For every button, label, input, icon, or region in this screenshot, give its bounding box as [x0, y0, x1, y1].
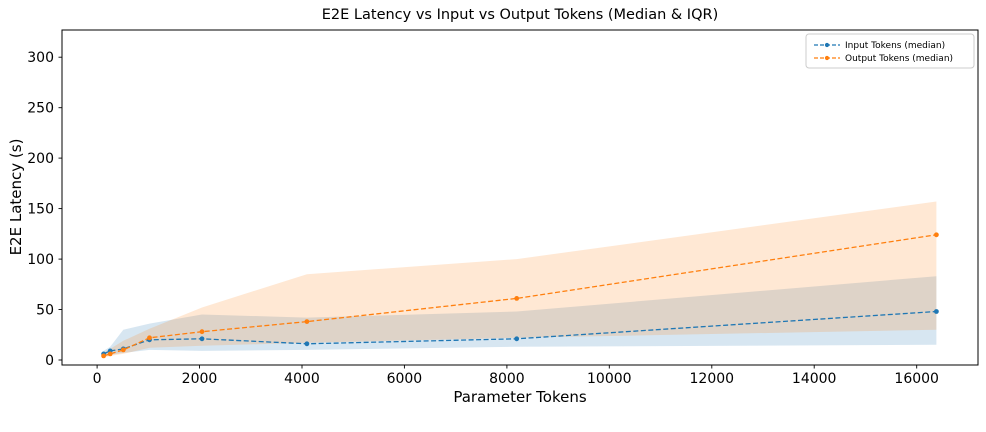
svg-text:8000: 8000 [489, 371, 525, 387]
svg-text:4000: 4000 [284, 371, 320, 387]
plot-frame [61, 29, 979, 366]
svg-text:0: 0 [93, 371, 102, 387]
svg-text:300: 300 [27, 50, 54, 66]
svg-text:14000: 14000 [792, 371, 837, 387]
chart-title: E2E Latency vs Input vs Output Tokens (M… [321, 7, 719, 23]
legend-box [805, 33, 975, 69]
x-axis-label: Parameter Tokens [453, 388, 587, 406]
svg-text:100: 100 [27, 252, 54, 268]
output-tokens-iqr-band [103, 201, 937, 358]
svg-text:150: 150 [27, 202, 54, 218]
svg-text:10000: 10000 [587, 371, 632, 387]
svg-text:50: 50 [36, 303, 54, 319]
output-tokens-markers [101, 232, 939, 359]
svg-text:16000: 16000 [894, 371, 939, 387]
input-tokens-iqr-band [103, 276, 937, 356]
svg-text:250: 250 [27, 101, 54, 117]
legend-label: Input Tokens (median) [845, 41, 945, 51]
legend-label: Output Tokens (median) [845, 54, 953, 64]
svg-text:0: 0 [45, 353, 54, 369]
svg-text:2000: 2000 [182, 371, 218, 387]
svg-text:12000: 12000 [690, 371, 735, 387]
x-axis-ticks: 0 2000 4000 6000 8000 10000 12000 14000 16000 [93, 365, 939, 387]
legend: Input Tokens (median) Output Tokens (medi… [805, 33, 975, 69]
y-axis-ticks: 0 50 100 150 200 250 300 [27, 50, 62, 369]
y-axis-label: E2E Latency (s) [7, 138, 25, 256]
svg-text:200: 200 [27, 151, 54, 167]
svg-text:6000: 6000 [387, 371, 423, 387]
